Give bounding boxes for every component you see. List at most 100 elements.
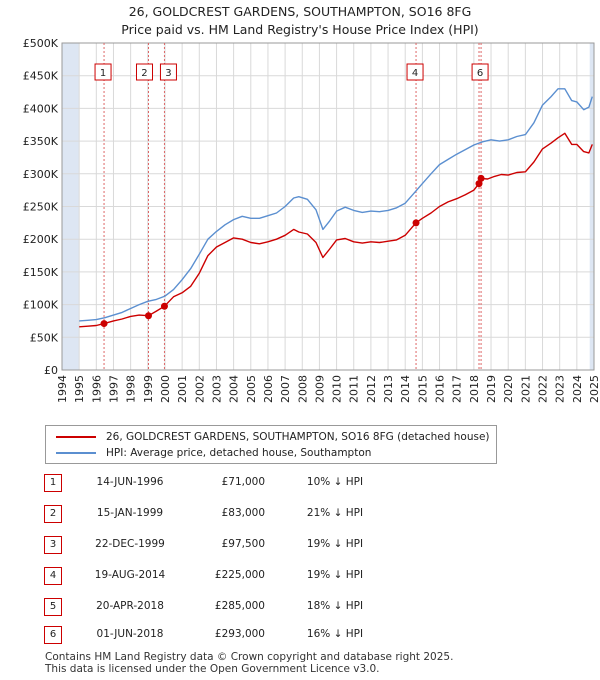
x-tick-label: 2021 bbox=[519, 375, 532, 403]
legend: 26, GOLDCREST GARDENS, SOUTHAMPTON, SO16… bbox=[45, 425, 497, 464]
hpi-line bbox=[79, 88, 593, 322]
footer-licence: This data is licensed under the Open Gov… bbox=[45, 663, 380, 675]
x-tick-label: 2018 bbox=[468, 375, 481, 403]
x-tick-label: 2016 bbox=[434, 375, 447, 403]
x-tick-label: 2025 bbox=[588, 375, 600, 403]
sale-marker-label: 1 bbox=[100, 68, 106, 79]
transaction-number: 5 bbox=[44, 598, 62, 616]
y-tick-label: £400K bbox=[23, 102, 59, 115]
legend-label-property: 26, GOLDCREST GARDENS, SOUTHAMPTON, SO16… bbox=[106, 431, 490, 443]
y-tick-label: £150K bbox=[23, 266, 59, 279]
x-tick-label: 2024 bbox=[571, 375, 584, 403]
table-row: 2 15-JAN-1999 £83,000 21% ↓ HPI bbox=[0, 505, 600, 525]
x-tick-label: 2004 bbox=[228, 375, 241, 403]
transaction-hpi-diff: 21% ↓ HPI bbox=[306, 507, 364, 519]
transaction-price: £83,000 bbox=[221, 507, 265, 519]
sale-marker-label: 4 bbox=[412, 68, 418, 79]
x-tick-label: 1997 bbox=[107, 375, 120, 403]
y-tick-label: £450K bbox=[23, 70, 59, 83]
x-tick-label: 2000 bbox=[159, 375, 172, 403]
y-tick-label: £0 bbox=[44, 364, 58, 377]
x-tick-label: 1995 bbox=[73, 375, 86, 403]
table-row: 6 01-JUN-2018 £293,000 16% ↓ HPI bbox=[0, 626, 600, 646]
x-tick-label: 1994 bbox=[56, 375, 69, 403]
x-tick-label: 2023 bbox=[554, 375, 567, 403]
table-row: 4 19-AUG-2014 £225,000 19% ↓ HPI bbox=[0, 567, 600, 587]
footer: Contains HM Land Registry data © Crown c… bbox=[45, 651, 453, 675]
x-tick-label: 2010 bbox=[331, 375, 344, 403]
sale-marker-box bbox=[471, 63, 489, 81]
x-tick-label: 2012 bbox=[365, 375, 378, 403]
transaction-price: £293,000 bbox=[214, 628, 265, 640]
transaction-number: 6 bbox=[44, 626, 62, 644]
transaction-hpi-diff: 16% ↓ HPI bbox=[306, 628, 364, 640]
sale-marker-box bbox=[94, 63, 112, 81]
x-tick-label: 2019 bbox=[485, 375, 498, 403]
transaction-number: 2 bbox=[44, 505, 62, 523]
x-tick-label: 2014 bbox=[399, 375, 412, 403]
sale-marker-box bbox=[135, 63, 153, 81]
sale-marker-label: 2 bbox=[141, 68, 147, 79]
legend-item-property: 26, GOLDCREST GARDENS, SOUTHAMPTON, SO16… bbox=[56, 430, 490, 444]
price-chart: £0 £50K £100K £150K £200K £250K £300K £350K £400… bbox=[23, 37, 600, 403]
legend-swatch-hpi bbox=[56, 452, 96, 454]
y-tick-label: £50K bbox=[30, 331, 59, 344]
legend-swatch-property bbox=[56, 436, 96, 438]
x-tick-label: 1996 bbox=[90, 375, 103, 403]
x-tick-label: 2002 bbox=[193, 375, 206, 403]
sale-point bbox=[100, 320, 108, 328]
footer-copyright: Contains HM Land Registry data © Crown c… bbox=[45, 651, 454, 663]
chart-subtitle: Price paid vs. HM Land Registry's House … bbox=[121, 22, 479, 37]
x-tick-label: 1999 bbox=[142, 375, 155, 403]
x-tick-label: 2001 bbox=[176, 375, 189, 403]
x-tick-label: 2017 bbox=[451, 375, 464, 403]
sale-point bbox=[144, 312, 152, 320]
transaction-hpi-diff: 18% ↓ HPI bbox=[306, 600, 364, 612]
x-tick-label: 2008 bbox=[296, 375, 309, 403]
transaction-price: £71,000 bbox=[221, 476, 265, 488]
sale-marker-box bbox=[159, 63, 177, 81]
x-tick-label: 2013 bbox=[382, 375, 395, 403]
transaction-date: 19-AUG-2014 bbox=[94, 569, 166, 581]
x-tick-label: 2005 bbox=[245, 375, 258, 403]
legend-item-hpi: HPI: Average price, detached house, Sout… bbox=[56, 446, 371, 460]
sale-point bbox=[477, 174, 485, 182]
x-tick-label: 2020 bbox=[502, 375, 515, 403]
sale-point bbox=[412, 219, 420, 227]
x-tick-label: 2006 bbox=[262, 375, 275, 403]
transaction-number: 4 bbox=[44, 567, 62, 585]
sale-point bbox=[160, 302, 168, 310]
transaction-date: 15-JAN-1999 bbox=[96, 507, 164, 519]
transaction-number: 1 bbox=[44, 474, 62, 492]
x-tick-label: 2011 bbox=[348, 375, 361, 403]
x-tick-label: 2009 bbox=[313, 375, 326, 403]
x-tick-label: 2015 bbox=[416, 375, 429, 403]
transaction-hpi-diff: 10% ↓ HPI bbox=[306, 476, 364, 488]
transaction-date: 20-APR-2018 bbox=[96, 600, 164, 612]
table-row: 3 22-DEC-1999 £97,500 19% ↓ HPI bbox=[0, 536, 600, 556]
property-price-line bbox=[79, 132, 593, 328]
chart-title: 26, GOLDCREST GARDENS, SOUTHAMPTON, SO16… bbox=[128, 4, 472, 19]
sale-marker-box bbox=[406, 63, 424, 81]
x-tick-label: 2003 bbox=[210, 375, 223, 403]
transaction-number: 3 bbox=[44, 536, 62, 554]
x-tick-label: 2007 bbox=[279, 375, 292, 403]
y-tick-label: £350K bbox=[23, 135, 59, 148]
table-row: 1 14-JUN-1996 £71,000 10% ↓ HPI bbox=[0, 474, 600, 494]
y-tick-label: £300K bbox=[23, 168, 59, 181]
transaction-hpi-diff: 19% ↓ HPI bbox=[306, 569, 364, 581]
legend-label-hpi: HPI: Average price, detached house, Sout… bbox=[106, 447, 372, 459]
transaction-date: 14-JUN-1996 bbox=[96, 476, 164, 488]
sale-marker-label: 6 bbox=[477, 68, 483, 79]
x-tick-label: 2022 bbox=[537, 375, 550, 403]
plot-area bbox=[61, 42, 595, 371]
table-row: 5 20-APR-2018 £285,000 18% ↓ HPI bbox=[0, 598, 600, 618]
transaction-price: £97,500 bbox=[221, 538, 265, 550]
transaction-hpi-diff: 19% ↓ HPI bbox=[306, 538, 364, 550]
transaction-date: 22-DEC-1999 bbox=[95, 538, 165, 550]
sale-marker-label: 3 bbox=[165, 68, 171, 79]
transaction-date: 01-JUN-2018 bbox=[96, 628, 164, 640]
y-tick-label: £200K bbox=[23, 233, 59, 246]
y-tick-label: £100K bbox=[23, 299, 59, 312]
transaction-price: £285,000 bbox=[214, 600, 265, 612]
